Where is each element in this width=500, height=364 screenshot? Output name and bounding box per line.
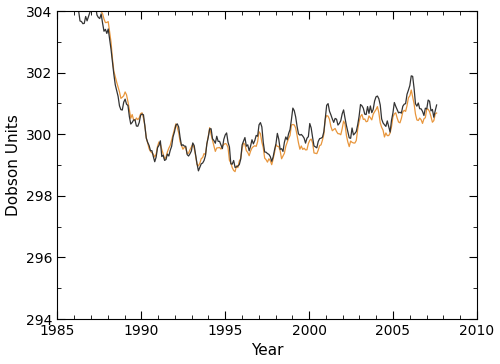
X-axis label: Year: Year: [251, 344, 284, 359]
Y-axis label: Dobson Units: Dobson Units: [6, 114, 20, 216]
